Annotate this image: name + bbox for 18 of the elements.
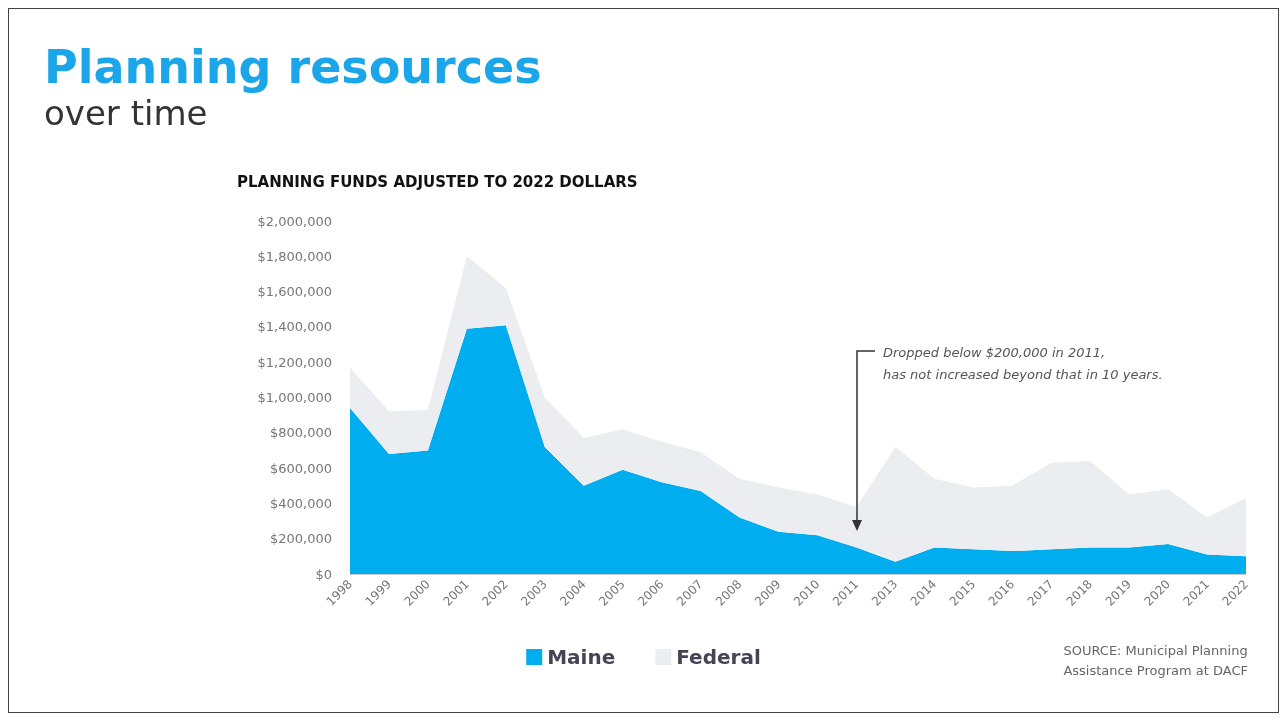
annotation: Dropped below $200,000 in 2011, has not increased beyond that in 10 years. [883,344,1163,382]
legend-label: Federal [676,645,761,669]
y-tick-label: $0 [315,566,332,582]
chart-subtitle: over time [44,93,208,133]
y-tick-label: $1,000,000 [257,390,332,405]
y-tick-label: $1,400,000 [257,319,332,335]
y-tick-label: $1,600,000 [257,284,332,300]
y-tick-label: $200,000 [269,531,332,547]
y-axis-title: PLANNING FUNDS ADJUSTED TO 2022 DOLLARS [237,172,638,191]
chart-title: Planning resources [44,40,542,94]
y-tick-label: $400,000 [269,495,332,511]
y-tick-label: $1,200,000 [257,354,332,370]
y-tick-label: $2,000,000 [257,213,332,229]
y-tick-label: $1,800,000 [257,248,332,264]
y-tick-label: $800,000 [269,425,332,441]
legend-label: Maine [547,645,616,669]
y-tick-label: $600,000 [269,460,332,476]
source-note: SOURCE: Municipal Planning Assistance Program at DACF [1063,642,1249,678]
